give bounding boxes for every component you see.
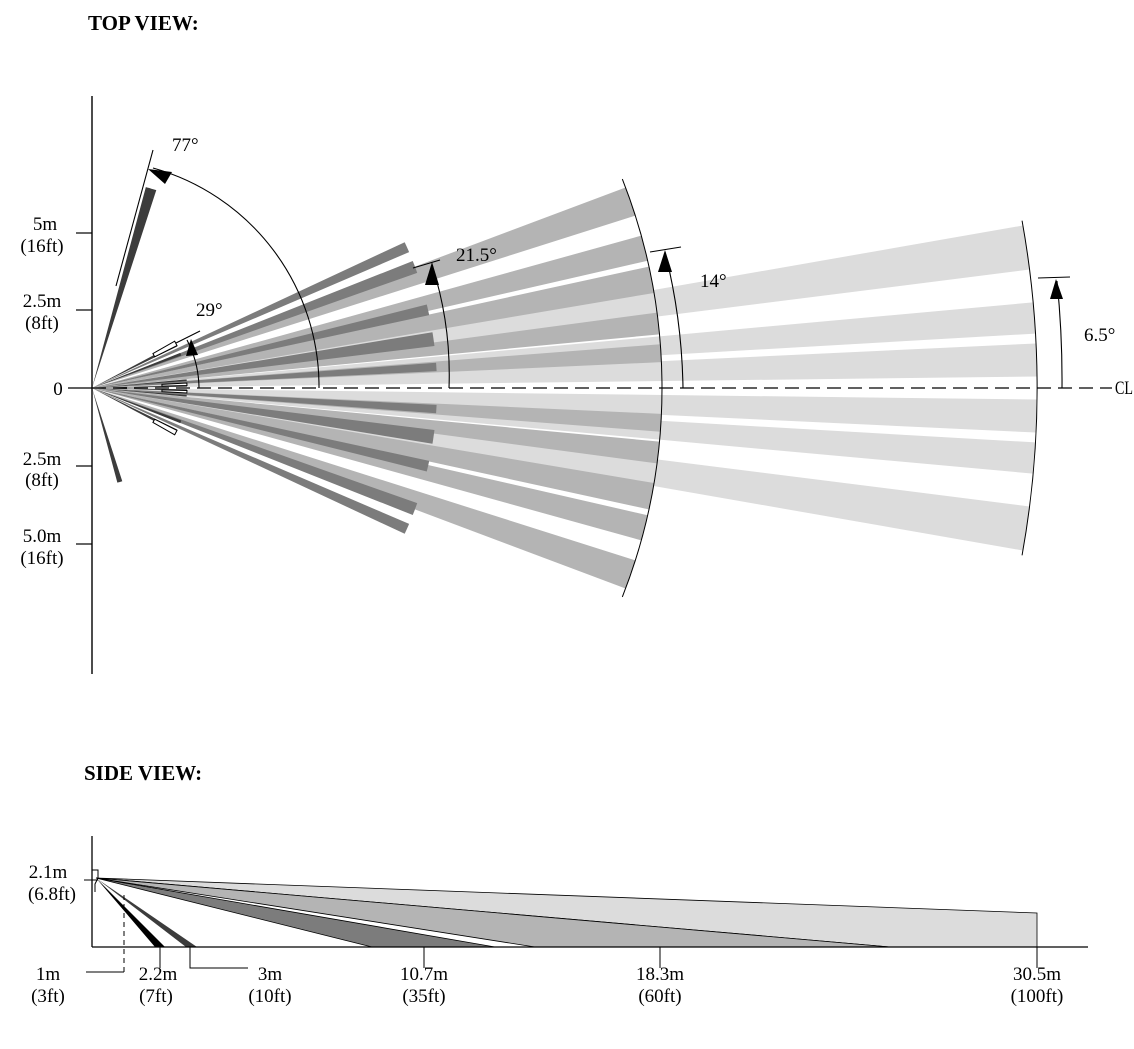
arrowhead-77 [148,169,172,184]
beam-close-lower-1 [92,388,187,397]
arrowhead-29 [186,339,198,356]
angle-ext-77 [115,149,154,287]
beam-mid-lower-3 [92,388,648,541]
centerline-symbol: CL [1115,378,1133,399]
arrowhead-21-5 [425,262,439,285]
side-zone-close-7ft [96,878,165,947]
y-label-5m-ft: (16ft) [20,236,63,257]
distance-label-3ft: (3ft) [31,986,65,1007]
height-label: 2.1m [29,862,68,883]
y-label-zero: 0 [53,379,63,400]
angle-label-14: 14° [700,271,727,292]
top-view-title: TOP VIEW: [88,11,199,35]
angle-label-77: 77° [172,135,199,156]
beam-close-outline-lower-1 [152,418,178,436]
side-view-title: SIDE VIEW: [84,761,202,785]
angle-ext-21-5 [412,259,441,269]
y-label-5-0m: 5.0m [23,526,62,547]
side-view-zones [95,877,1038,948]
top-view-y-ticks [68,232,92,545]
arrowhead-14 [658,250,672,272]
beam-close-outline-upper-0 [161,382,188,387]
beam-side-upper [92,187,157,388]
beam-near-lower-4 [92,388,410,534]
leader-3m [189,947,248,969]
beam-mid-lower-2 [92,388,655,510]
beam-mid-lower-0 [92,388,662,432]
y-label-8ft-upper: (8ft) [25,313,59,334]
beam-near-upper-2 [92,304,430,388]
distance-label-1m: 1m [36,964,61,985]
beam-far-upper-1 [92,302,1036,388]
distance-label-60ft: (60ft) [638,986,681,1007]
side-view-diagram: 2.1m (6.8ft) 1m (3ft) 2.2m (7ft) 3m (10f… [28,836,1088,1007]
beam-side-lower [92,388,123,483]
beam-far-end-arc [1021,220,1038,556]
beam-near-upper-1 [92,332,435,388]
beam-close-lower-2 [92,388,182,424]
beam-near-lower-1 [92,388,435,444]
distance-label-3m: 3m [258,964,283,985]
arrowhead-6-5 [1050,279,1063,299]
beam-far-lower-1 [92,388,1036,474]
y-label-2-5m-upper: 2.5m [23,291,62,312]
top-view-diagram: 5m (16ft) 2.5m (8ft) 0 2.5m (8ft) 5.0m (… [20,96,1133,674]
distance-label-7ft: (7ft) [139,986,173,1007]
angle-label-21-5: 21.5° [456,245,497,266]
distance-label-18-3m: 18.3m [636,964,684,985]
top-view-beams [92,178,1038,598]
beam-close-outline-upper-1 [152,340,178,358]
beam-near-lower-0 [92,388,437,414]
distance-label-35ft: (35ft) [402,986,445,1007]
angle-ext-6-5 [1037,276,1071,279]
angle-label-6-5: 6.5° [1084,325,1115,346]
beam-mid-upper-2 [92,266,655,388]
beam-near-upper-4 [92,242,410,388]
beam-mid-upper-0 [92,344,662,388]
beam-close-upper-1 [92,379,187,388]
y-label-16ft-lower: (16ft) [20,548,63,569]
angle-ext-14 [649,246,682,253]
angle-arc-29 [186,339,200,389]
angle-label-29: 29° [196,300,223,321]
y-label-8ft-lower: (8ft) [25,470,59,491]
beam-close-outline-lower-0 [161,389,188,394]
angle-ext-29 [175,330,201,344]
angle-arc-77 [152,167,320,389]
distance-label-100ft: (100ft) [1011,986,1064,1007]
distance-label-10-7m: 10.7m [400,964,448,985]
distance-label-30-5m: 30.5m [1013,964,1061,985]
beam-near-upper-0 [92,362,437,388]
beam-close-upper-2 [92,352,182,388]
beam-mid-upper-3 [92,235,648,388]
side-zone-close-10ft [96,878,197,947]
distance-label-10ft: (10ft) [248,986,291,1007]
height-label-ft: (6.8ft) [28,884,76,905]
y-label-5m: 5m [33,214,58,235]
distance-label-2-2m: 2.2m [139,964,178,985]
sensor-mount [92,869,99,892]
y-label-2-5m-lower: 2.5m [23,449,62,470]
beam-near-lower-2 [92,388,430,472]
